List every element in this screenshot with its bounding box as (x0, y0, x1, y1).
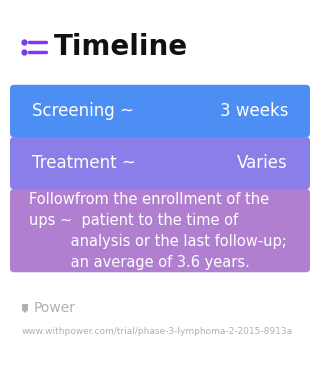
Text: Screening ~: Screening ~ (32, 102, 134, 120)
Text: 3 weeks: 3 weeks (220, 102, 288, 120)
FancyBboxPatch shape (10, 189, 310, 272)
Text: Timeline: Timeline (54, 33, 188, 61)
FancyBboxPatch shape (10, 137, 310, 189)
Text: www.withpower.com/trial/phase-3-lymphoma-2-2015-8913a: www.withpower.com/trial/phase-3-lymphoma… (22, 327, 293, 335)
FancyBboxPatch shape (10, 85, 310, 137)
Polygon shape (22, 304, 28, 313)
Text: Treatment ~: Treatment ~ (32, 154, 136, 172)
Text: Varies: Varies (237, 154, 288, 172)
Text: Followfrom the enrollment of the
ups ~  patient to the time of
         analysis: Followfrom the enrollment of the ups ~ p… (29, 191, 287, 270)
Text: Power: Power (34, 301, 76, 315)
